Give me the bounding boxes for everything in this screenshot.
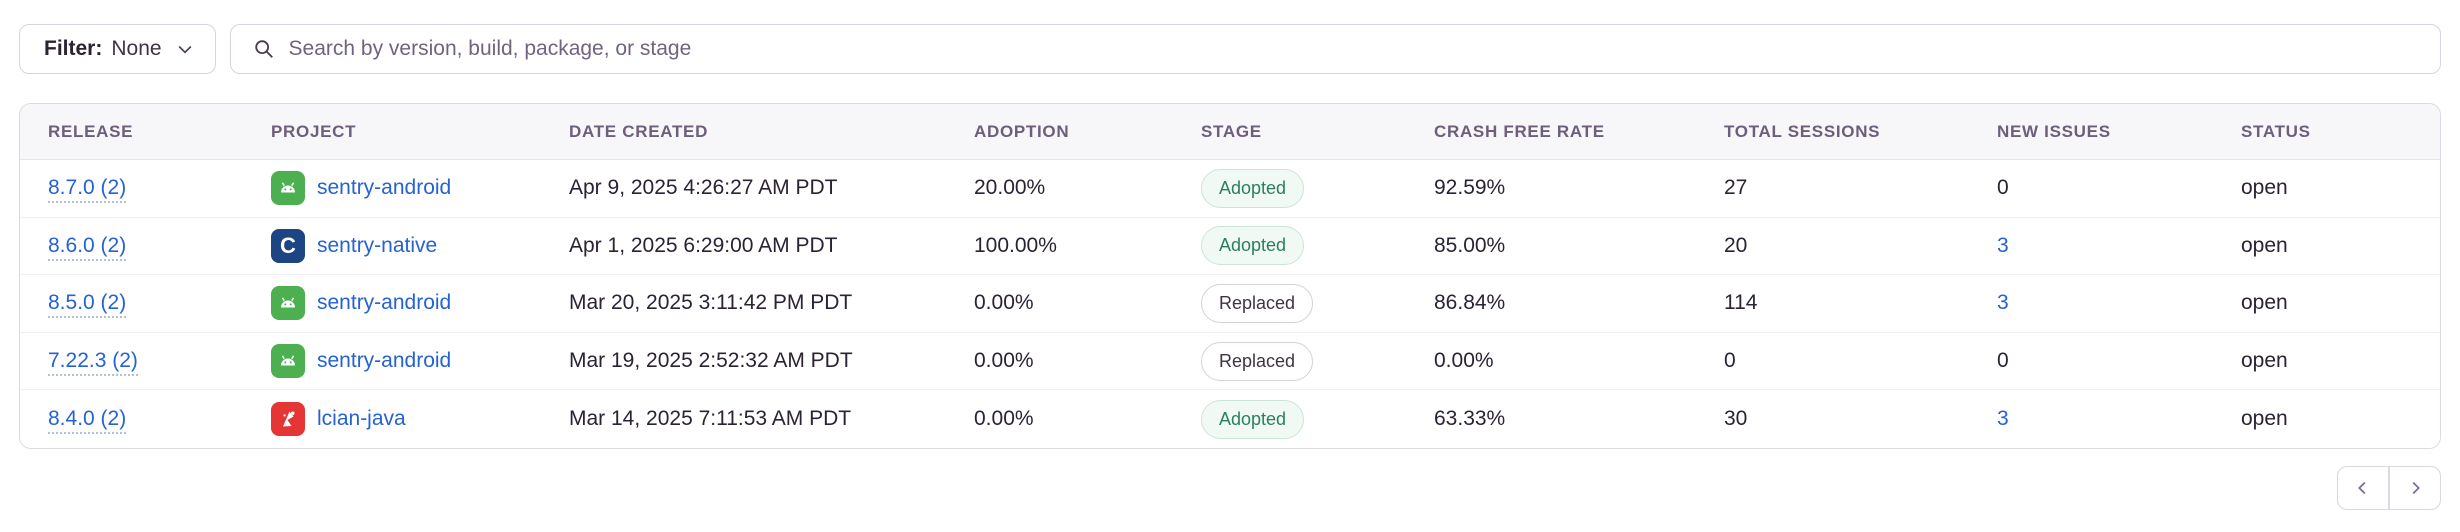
search-input[interactable] [288,37,2422,61]
release-version-link[interactable]: 8.6.0 (2) [48,233,127,261]
date-created-cell: Apr 9, 2025 4:26:27 AM PDT [569,176,838,200]
total-sessions-cell: 27 [1724,176,1748,200]
date-created-cell: Mar 20, 2025 3:11:42 PM PDT [569,291,853,315]
filter-label: Filter: [44,37,103,60]
new-issues-link[interactable]: 3 [1997,291,2009,315]
table-row: 8.4.0 (2) lcian-java Mar 14, 2025 7:11:5… [20,390,2440,448]
adoption-cell: 0.00% [974,291,1034,315]
previous-page-button[interactable] [2337,465,2389,510]
chevron-left-icon [2358,481,2366,495]
total-sessions-cell: 0 [1724,349,1736,373]
android-icon [271,171,305,206]
filter-button[interactable]: Filter: None [19,24,216,74]
chevron-down-icon [178,45,191,54]
date-created-cell: Mar 14, 2025 7:11:53 AM PDT [569,407,852,431]
status-cell: open [2241,233,2288,257]
toolbar: Filter: None [19,24,2441,74]
project-link[interactable]: lcian-java [317,407,406,431]
column-header-date-created: Date Created [569,121,709,141]
filter-selected-value: None [111,37,162,60]
next-page-button[interactable] [2389,465,2441,510]
status-cell: open [2241,291,2288,315]
project-link[interactable]: sentry-android [317,176,452,200]
android-icon [271,344,305,379]
adoption-cell: 20.00% [974,176,1046,200]
new-issues-link[interactable]: 3 [1997,407,2009,431]
new-issues-link[interactable]: 3 [1997,233,2009,257]
crash-free-rate-cell: 85.00% [1434,233,1506,257]
date-created-cell: Mar 19, 2025 2:52:32 AM PDT [569,349,853,373]
column-header-release: Release [48,121,134,141]
stage-badge: Adopted [1201,226,1305,266]
column-header-adoption: Adoption [974,121,1070,141]
new-issues-cell: 0 [1997,349,2009,373]
status-cell: open [2241,176,2288,200]
crash-free-rate-cell: 63.33% [1434,407,1506,431]
total-sessions-cell: 20 [1724,233,1748,257]
total-sessions-cell: 30 [1724,407,1748,431]
column-header-total-sessions: Total Sessions [1724,121,1881,141]
column-header-stage: Stage [1201,121,1262,141]
search-icon [254,40,273,58]
new-issues-cell: 0 [1997,176,2009,200]
column-header-project: Project [271,121,357,141]
table-row: 7.22.3 (2) sentry-android Mar 19, 2025 2… [20,332,2440,391]
pagination [0,465,2441,510]
table-header-row: Release Project Date Created Adoption St… [20,104,2440,160]
table-row: 8.7.0 (2) sentry-android Apr 9, 2025 4:2… [20,160,2440,218]
release-version-link[interactable]: 8.7.0 (2) [48,176,127,204]
adoption-cell: 100.00% [974,233,1057,257]
chevron-right-icon [2412,481,2420,495]
table-row: 8.6.0 (2) C sentry-native Apr 1, 2025 6:… [20,217,2440,276]
stage-badge: Replaced [1201,341,1314,381]
crash-free-rate-cell: 92.59% [1434,176,1506,200]
release-version-link[interactable]: 8.5.0 (2) [48,291,127,319]
stage-badge: Replaced [1201,283,1314,323]
release-version-link[interactable]: 8.4.0 (2) [48,407,127,435]
total-sessions-cell: 114 [1724,291,1758,315]
java-icon [271,402,305,437]
status-cell: open [2241,407,2288,431]
crash-free-rate-cell: 86.84% [1434,291,1506,315]
table-row: 8.5.0 (2) sentry-android Mar 20, 2025 3:… [20,275,2440,333]
date-created-cell: Apr 1, 2025 6:29:00 AM PDT [569,233,838,257]
stage-badge: Adopted [1201,399,1305,439]
adoption-cell: 0.00% [974,407,1034,431]
android-icon [271,286,305,321]
column-header-new-issues: New Issues [1997,121,2111,141]
release-version-link[interactable]: 7.22.3 (2) [48,349,138,377]
column-header-status: Status [2241,121,2311,141]
crash-free-rate-cell: 0.00% [1434,349,1494,373]
c-language-icon: C [271,228,305,263]
search-box[interactable] [229,24,2441,74]
project-link[interactable]: sentry-android [317,349,452,373]
project-link[interactable]: sentry-native [317,233,438,257]
column-header-crash-free-rate: Crash Free Rate [1434,121,1605,141]
project-link[interactable]: sentry-android [317,291,452,315]
stage-badge: Adopted [1201,168,1305,208]
adoption-cell: 0.00% [974,349,1034,373]
status-cell: open [2241,349,2288,373]
releases-table: Release Project Date Created Adoption St… [19,103,2441,449]
